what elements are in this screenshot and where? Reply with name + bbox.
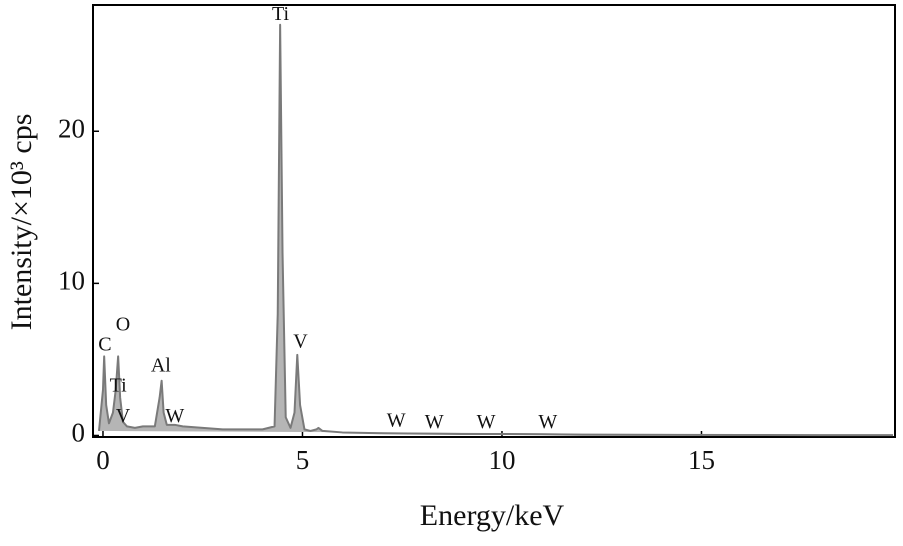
spectrum [97,23,893,437]
y-tick-label: 10 [58,266,85,296]
peak-label: W [538,411,557,433]
y-tick-label: 20 [58,113,85,143]
x-axis-title: Energy/keV [420,499,565,532]
x-tick-label: 15 [688,445,715,475]
peak-label: V [116,405,131,427]
x-tick-label: 10 [488,445,515,475]
peak-label: C [98,333,111,355]
x-tick-label: 5 [296,445,310,475]
x-tick-label: 0 [96,445,110,475]
peak-label: O [116,314,130,336]
plot-frame [92,4,896,438]
y-axis-title: Intensity/×10³ cps [5,114,38,331]
y-tick-label: 0 [72,418,86,448]
peak-label: V [293,330,308,352]
peak-label: W [387,409,406,431]
peak-label: W [165,405,184,427]
peak-label: W [425,411,444,433]
peak-label: Ti [110,374,128,396]
peak-label: Al [151,355,171,377]
peak-label: Ti [272,3,290,25]
peak-label: W [477,411,496,433]
